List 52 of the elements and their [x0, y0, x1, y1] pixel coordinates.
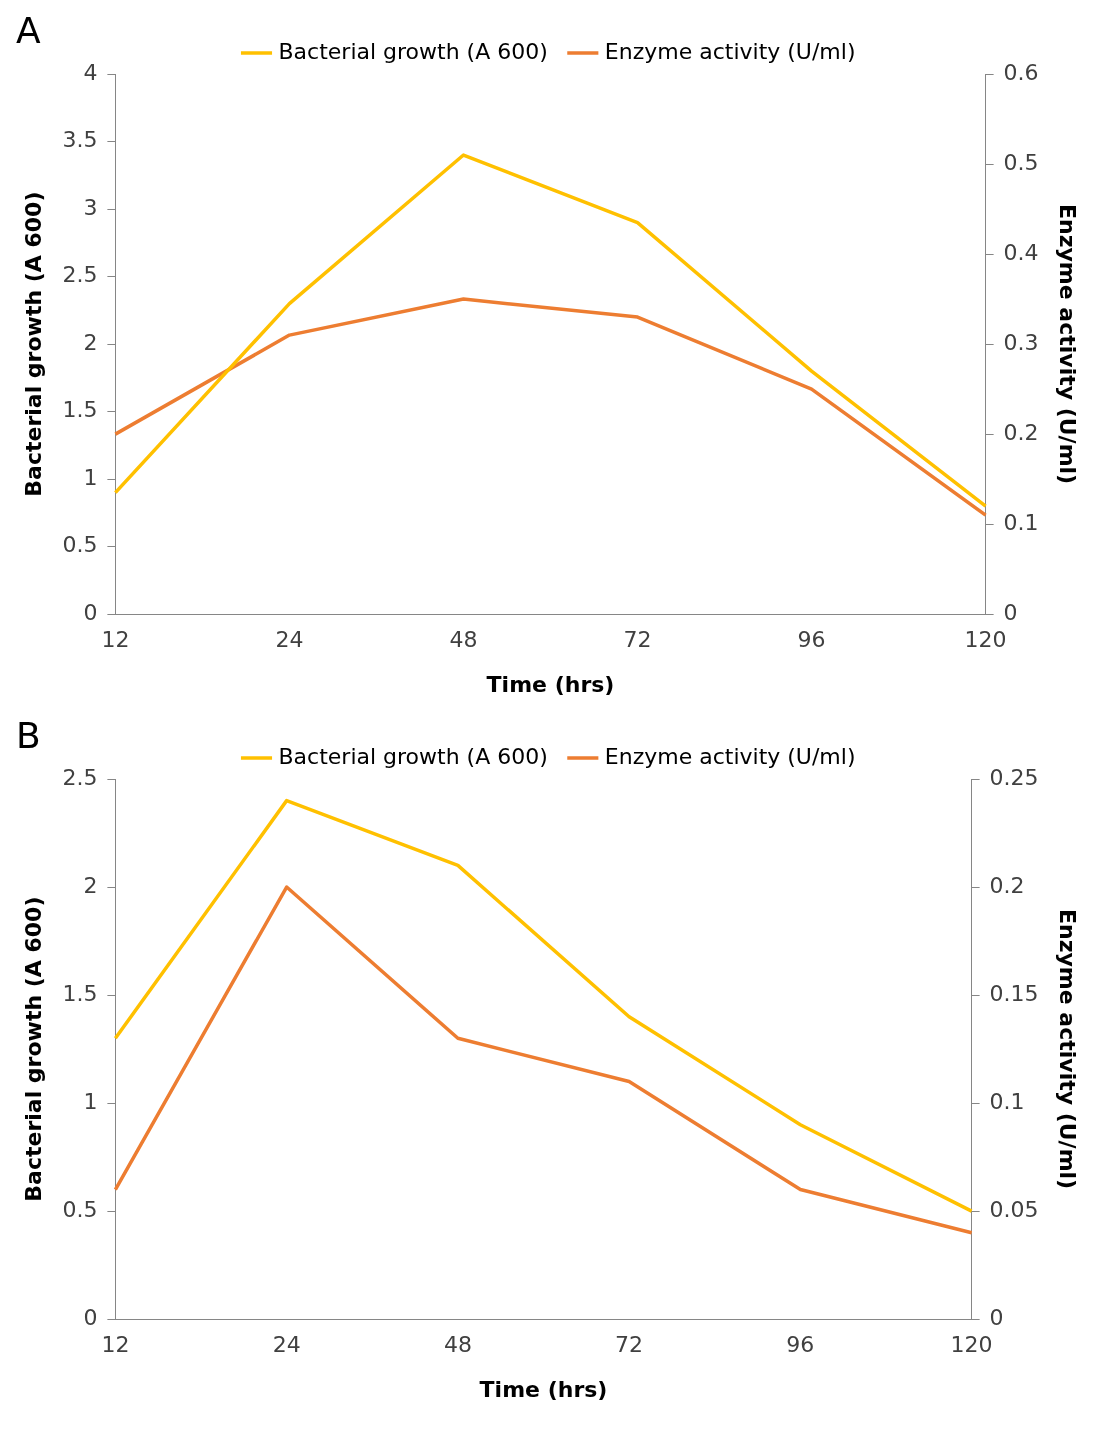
- y-tick-label: 0: [83, 599, 98, 625]
- y2-axis-title: Enzyme activity (U/ml): [1055, 909, 1081, 1190]
- legend-label: Bacterial growth (A 600): [278, 743, 548, 769]
- y2-tick-label: 0.6: [1003, 59, 1039, 85]
- x-tick-label: 12: [101, 627, 130, 653]
- y2-tick-label: 0.2: [1003, 419, 1039, 445]
- y2-tick-label: 0.1: [989, 1088, 1025, 1114]
- legend-label: Enzyme activity (U/ml): [604, 38, 856, 64]
- y-tick-label: 3.5: [62, 127, 98, 153]
- y2-tick-label: 0.05: [989, 1196, 1039, 1222]
- y-tick-label: 1: [83, 464, 98, 490]
- x-tick-label: 24: [272, 1332, 301, 1358]
- y-tick-label: 0: [83, 1304, 98, 1330]
- x-tick-label: 72: [623, 627, 652, 653]
- y-tick-label: 0.5: [62, 1196, 98, 1222]
- y2-axis-title: Enzyme activity (U/ml): [1055, 204, 1081, 485]
- y-tick-label: 2.5: [62, 262, 98, 288]
- y-tick-label: 1.5: [62, 397, 98, 423]
- y-tick-label: 2.5: [62, 764, 98, 790]
- y-tick-label: 1: [83, 1088, 98, 1114]
- y2-tick-label: 0.3: [1003, 329, 1039, 355]
- y2-tick-label: 0.25: [989, 764, 1039, 790]
- legend-label: Enzyme activity (U/ml): [604, 743, 856, 769]
- text: A: [16, 10, 41, 52]
- x-tick-label: 48: [443, 1332, 472, 1358]
- y-tick-label: 4: [83, 59, 98, 85]
- x-tick-label: 96: [797, 627, 826, 653]
- text: B: [16, 715, 41, 757]
- x-tick-label: 120: [950, 1332, 993, 1358]
- y-axis-title: Bacterial growth (A 600): [20, 191, 46, 497]
- x-tick-label: 24: [275, 627, 304, 653]
- x-tick-label: 12: [101, 1332, 130, 1358]
- y-axis-title: Bacterial growth (A 600): [20, 896, 46, 1202]
- x-tick-label: 120: [964, 627, 1007, 653]
- y2-tick-label: 0.2: [989, 872, 1025, 898]
- y2-tick-label: 0.1: [1003, 509, 1039, 535]
- y2-tick-label: 0.5: [1003, 149, 1039, 175]
- y-tick-label: 2: [83, 872, 98, 898]
- legend-label: Bacterial growth (A 600): [278, 38, 548, 64]
- y2-tick-label: 0: [1003, 599, 1018, 625]
- x-tick-label: 48: [449, 627, 478, 653]
- y2-tick-label: 0.4: [1003, 239, 1039, 265]
- x-axis-title: Time (hrs): [486, 671, 615, 697]
- x-tick-label: 72: [615, 1332, 644, 1358]
- y-tick-label: 0.5: [62, 532, 98, 558]
- x-axis-title: Time (hrs): [479, 1376, 608, 1402]
- y-tick-label: 1.5: [62, 980, 98, 1006]
- y-tick-label: 3: [83, 194, 98, 220]
- x-tick-label: 96: [786, 1332, 815, 1358]
- y2-tick-label: 0.15: [989, 980, 1039, 1006]
- y-tick-label: 2: [83, 329, 98, 355]
- y2-tick-label: 0: [989, 1304, 1004, 1330]
